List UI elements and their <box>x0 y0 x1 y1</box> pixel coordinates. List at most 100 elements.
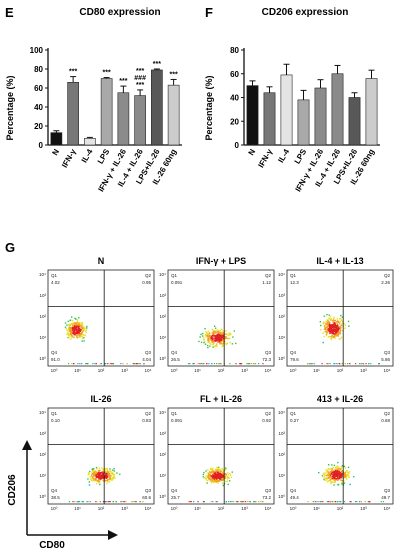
event-dot <box>80 323 83 325</box>
event-dot <box>224 473 226 476</box>
event-dot <box>206 344 209 347</box>
event-dot <box>341 363 343 365</box>
y-axis-label: Percentage (%) <box>204 75 214 140</box>
event-dot <box>325 323 328 326</box>
event-dot <box>107 501 109 503</box>
event-dot <box>353 475 355 478</box>
event-dot <box>230 476 232 478</box>
cd80-bar-chart: CD80 expression Percentage (%) 0 20 40 60 80… <box>5 7 182 193</box>
event-dot <box>210 501 212 503</box>
significance-label: *** <box>69 69 77 76</box>
event-dot <box>90 475 93 478</box>
event-dot <box>212 478 214 480</box>
event-dot <box>235 501 238 503</box>
event-dot <box>67 331 69 334</box>
event-dot <box>335 326 337 328</box>
event-dot <box>201 335 204 337</box>
quadrant-label: Q3 <box>265 488 272 493</box>
event-dot <box>95 471 97 473</box>
event-dot <box>219 336 222 338</box>
event-dot <box>217 469 219 471</box>
event-dot <box>364 501 366 503</box>
event-dot <box>329 476 331 478</box>
event-dot <box>226 342 229 344</box>
event-dot <box>108 473 110 476</box>
event-dot <box>244 501 246 503</box>
event-dot <box>340 319 343 322</box>
event-dot <box>79 332 82 335</box>
event-dot <box>72 327 75 329</box>
event-dot <box>254 501 256 503</box>
event-dot <box>68 337 70 339</box>
event-dot <box>224 336 226 338</box>
event-dot <box>323 473 326 476</box>
event-dot <box>331 325 334 327</box>
event-dot <box>326 470 328 472</box>
event-dot <box>217 474 220 477</box>
event-dot <box>75 329 78 332</box>
event-dot <box>214 479 217 481</box>
x-tick-label: IL-4 <box>276 147 291 164</box>
event-dot <box>326 325 329 328</box>
event-dot <box>87 501 89 503</box>
event-dot <box>98 467 101 469</box>
event-dot <box>332 470 334 472</box>
event-dot <box>92 470 94 472</box>
event-dot <box>207 479 209 482</box>
y-tick-label: 20 <box>34 122 43 131</box>
quadrant-label: Q1 <box>51 273 58 278</box>
quadrant-value: 79.6 <box>290 357 299 362</box>
event-dot <box>229 474 232 476</box>
event-dot <box>74 322 76 324</box>
event-dot <box>68 335 70 337</box>
event-dot <box>214 335 217 337</box>
event-dot <box>217 467 219 470</box>
event-dot <box>113 470 116 472</box>
event-dot <box>99 478 102 480</box>
event-dot <box>215 336 217 339</box>
event-dot <box>86 501 88 503</box>
significance-label: *** <box>153 61 161 68</box>
event-dot <box>93 478 95 480</box>
event-dot <box>333 318 335 320</box>
event-dot <box>339 331 341 334</box>
event-dot <box>216 336 219 338</box>
event-dot <box>333 328 335 330</box>
event-dot <box>112 477 114 479</box>
event-dot <box>221 336 224 339</box>
event-dot <box>90 478 92 480</box>
quadrant-value: 1.12 <box>262 280 271 285</box>
event-dot <box>221 472 223 474</box>
event-dot <box>335 334 337 337</box>
event-dot <box>347 320 350 323</box>
bar <box>331 73 344 146</box>
panel-letter-e: E <box>5 5 14 20</box>
event-dot <box>72 332 75 334</box>
event-dot <box>211 341 213 343</box>
event-dot <box>113 467 115 470</box>
axis-tick-label: 10¹ <box>159 335 166 340</box>
axis-tick-label: 10² <box>39 314 46 319</box>
event-dot <box>208 338 210 340</box>
event-dot <box>78 317 80 319</box>
flow-plot: IL-4 + IL-13 10⁰ 10⁰ 10¹ 10¹ 10² 10² 10³ 10³ 10⁴ 1… <box>278 256 394 373</box>
axis-tick-label: 10³ <box>360 506 367 511</box>
event-dot <box>91 474 93 476</box>
event-dot <box>212 332 214 335</box>
event-dot <box>214 336 216 339</box>
event-dot <box>333 316 335 319</box>
event-dot <box>310 363 312 365</box>
event-dot <box>219 331 222 334</box>
event-dot <box>91 471 93 474</box>
event-dot <box>84 327 86 330</box>
event-dot <box>71 323 73 325</box>
quadrant-value: 5.86 <box>381 357 390 362</box>
event-dot <box>335 329 337 332</box>
event-dot <box>325 320 327 323</box>
event-dot <box>76 332 79 335</box>
event-dot <box>222 337 224 339</box>
event-dot <box>219 337 222 340</box>
event-dot <box>93 475 95 477</box>
event-dot <box>77 329 79 331</box>
event-dot <box>83 337 85 339</box>
